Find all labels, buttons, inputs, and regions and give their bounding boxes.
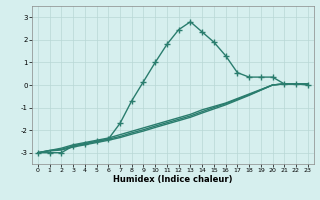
X-axis label: Humidex (Indice chaleur): Humidex (Indice chaleur) (113, 175, 233, 184)
